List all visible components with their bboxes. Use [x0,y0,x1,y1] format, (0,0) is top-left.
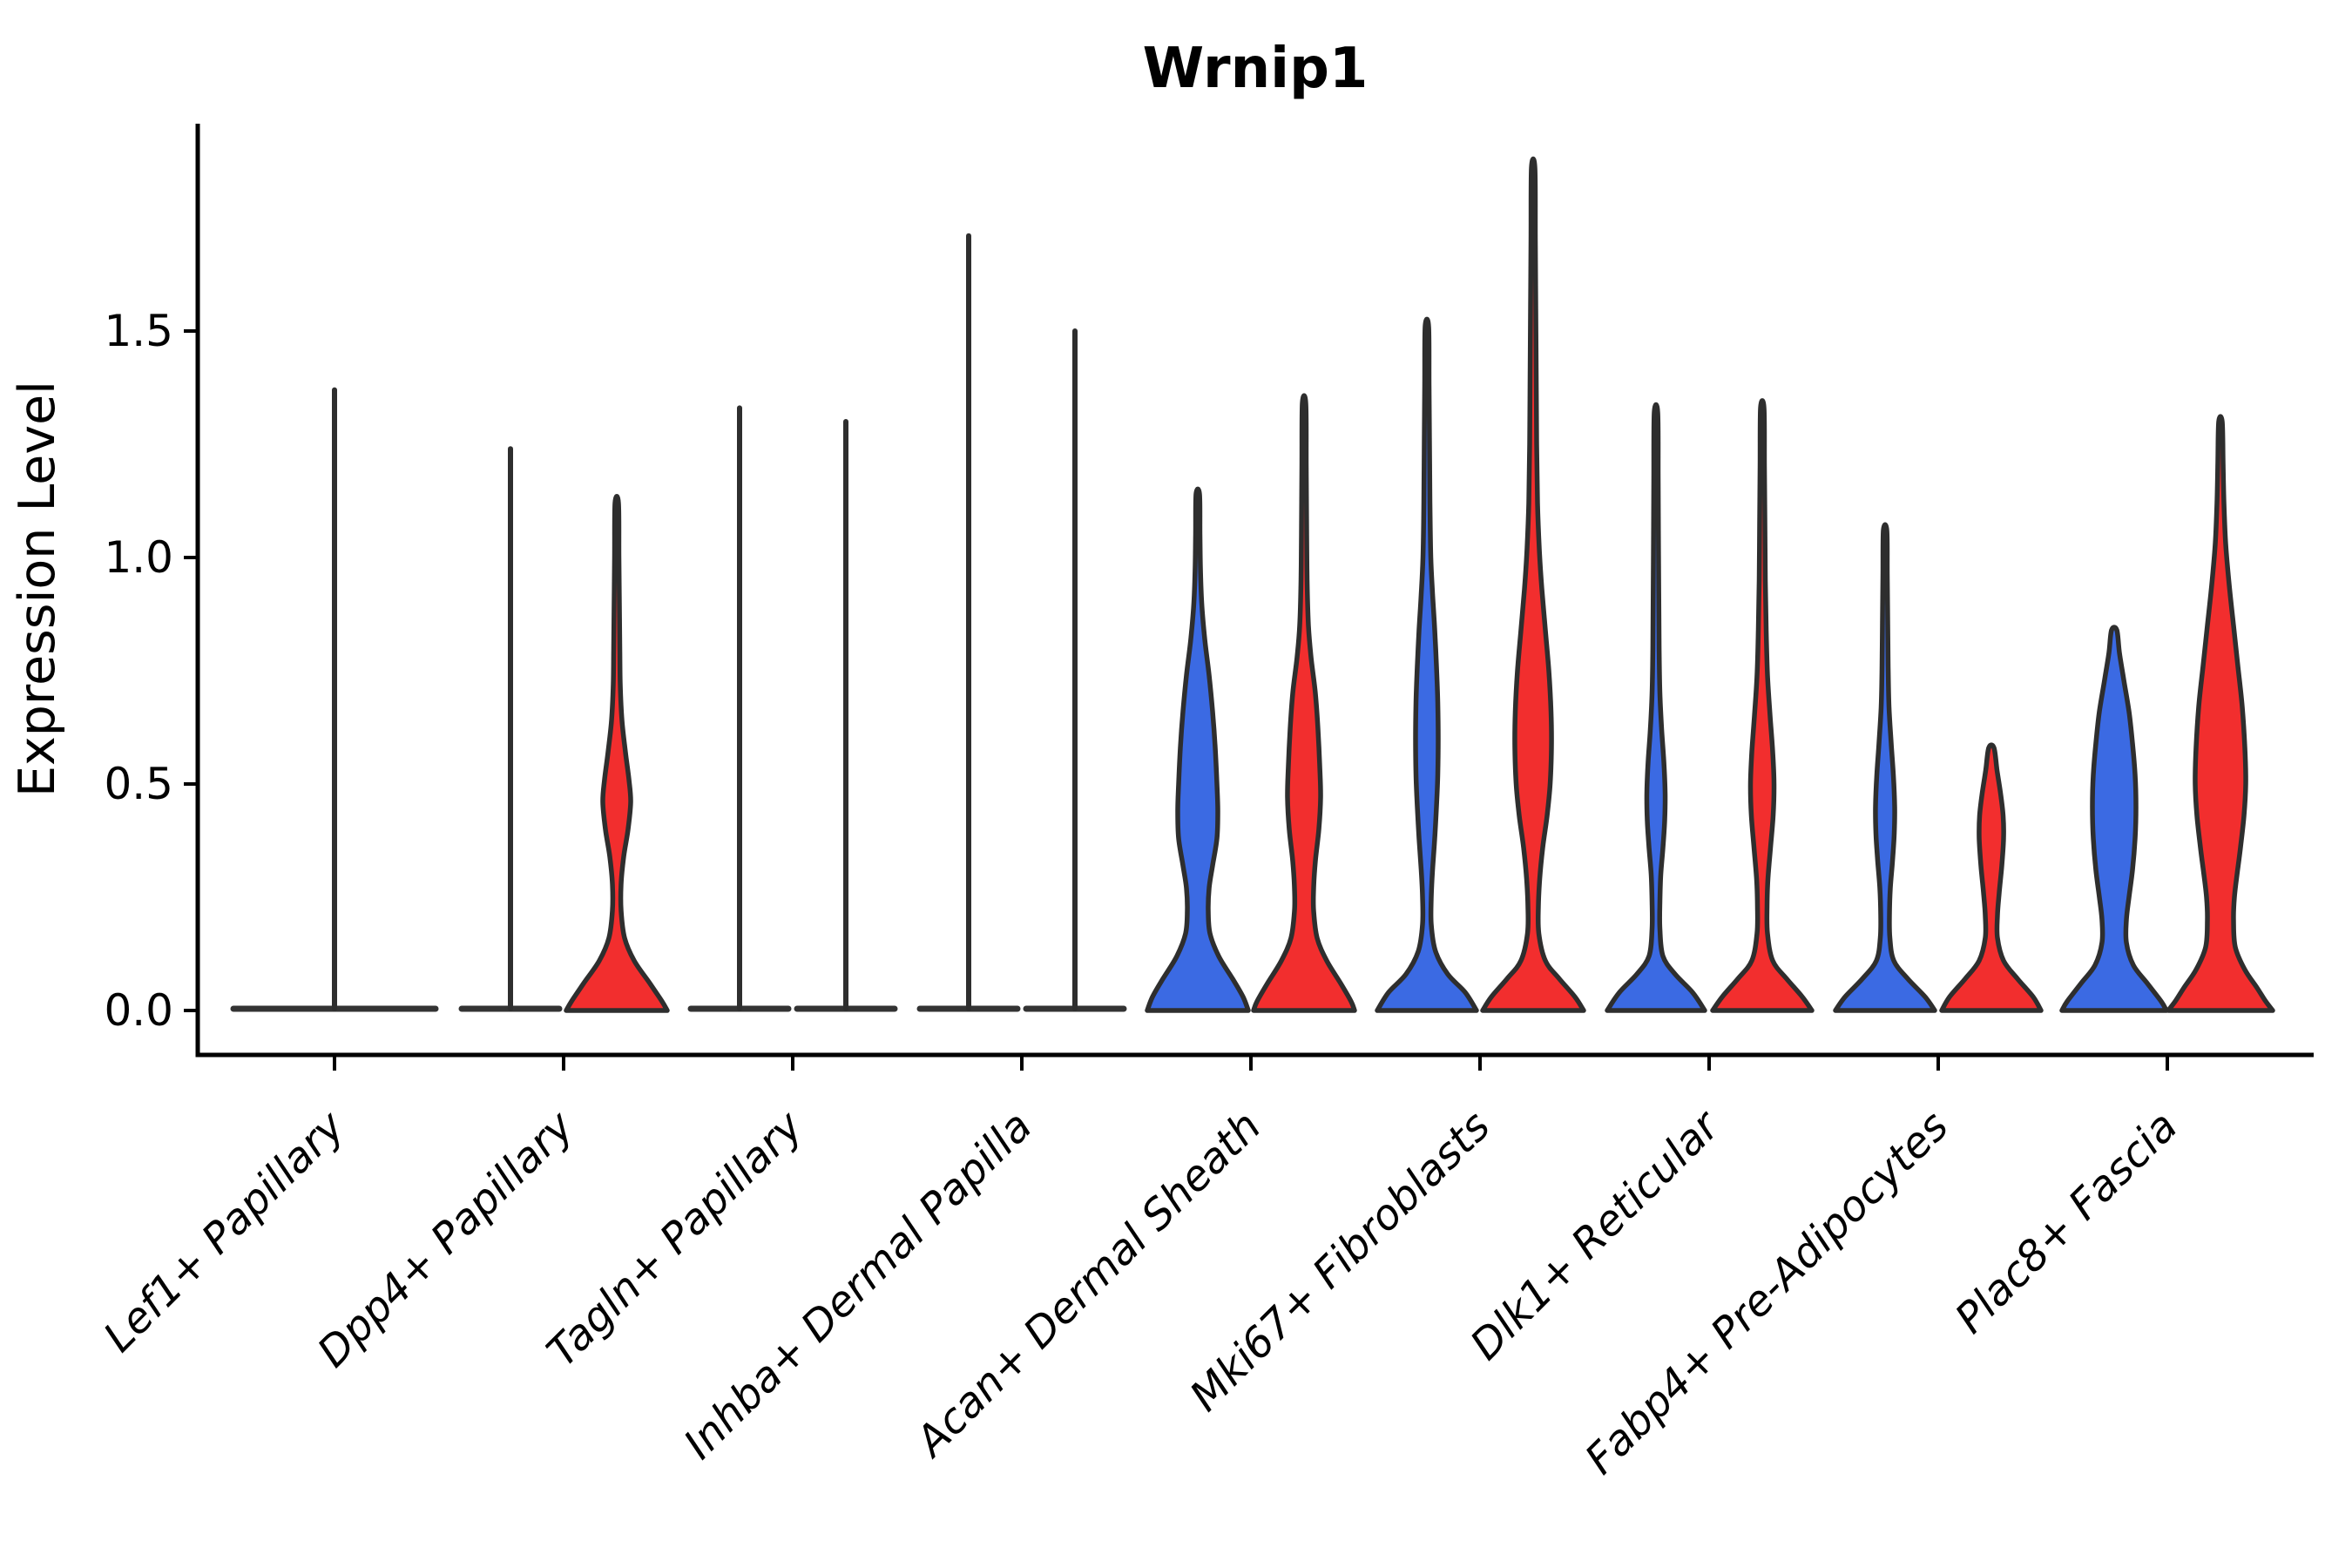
y-tick-label: 0.5 [104,759,173,809]
x-tick-label-2: Dpp4+ Papillary [308,1101,584,1376]
y-axis-title: Expression Level [9,381,66,797]
violin-5-red [1480,156,1586,1013]
x-tick-label-1: Lef1+ Papillary [94,1101,355,1362]
x-tick-label-8: Fabp4+ Pre-Adipocytes [1576,1102,1958,1484]
violin-8-red [2166,414,2275,1013]
violin-7-red [1939,742,2044,1013]
y-tick-label: 1.5 [104,306,173,356]
violin-4-blue [1145,486,1251,1013]
y-tick-label: 1.0 [104,532,173,583]
x-tick-label-9: Plac8+ Fascia [1946,1102,2187,1343]
x-tick-label-3: Tagln+ Papillary [537,1101,813,1376]
violin-6-blue [1605,402,1707,1013]
violin-5-blue [1375,316,1479,1013]
violin-8-blue [2059,625,2169,1013]
violin-1-red [564,494,670,1013]
chart-title: Wrnip1 [1143,37,1369,101]
violin-7-blue [1833,522,1937,1013]
violin-6-red [1710,398,1815,1013]
x-tick-label-7: Dlk1+ Reticular [1461,1100,1731,1370]
violin-4-red [1251,393,1357,1013]
y-tick-label: 0.0 [104,985,173,1036]
